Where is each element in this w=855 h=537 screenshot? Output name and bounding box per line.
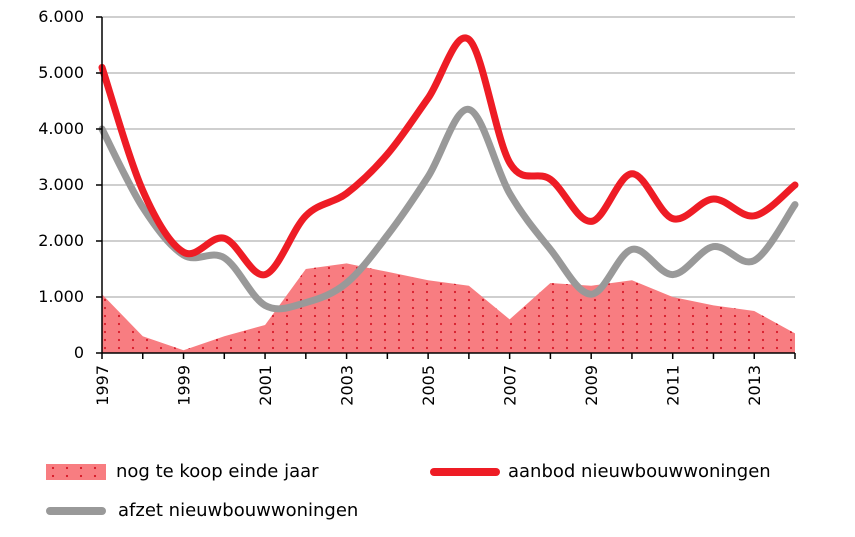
x-tick-label: 2007 xyxy=(501,365,520,406)
x-tick-label: 2005 xyxy=(419,365,438,406)
legend-swatch-aanbod xyxy=(430,467,500,476)
x-tick-label: 1999 xyxy=(175,365,194,406)
y-tick-label: 0 xyxy=(74,343,84,362)
legend-item-aanbod: aanbod nieuwbouwwoningen xyxy=(430,461,771,482)
legend-swatch-area xyxy=(46,463,106,480)
y-tick-label: 6.000 xyxy=(38,7,84,26)
legend-label-afzet: afzet nieuwbouwwoningen xyxy=(118,500,359,521)
x-tick-label: 2001 xyxy=(256,365,275,406)
x-tick-label: 2011 xyxy=(664,365,683,406)
legend-swatch-afzet xyxy=(46,506,106,515)
y-tick-label: 3.000 xyxy=(38,175,84,194)
area-series xyxy=(102,263,795,353)
y-axis-labels: 0 1.000 2.000 3.000 4.000 5.000 6.000 xyxy=(38,7,84,362)
legend-item-area: nog te koop einde jaar xyxy=(46,461,319,482)
y-tick-label: 1.000 xyxy=(38,287,84,306)
legend-item-afzet: afzet nieuwbouwwoningen xyxy=(46,500,358,521)
y-tick-label: 4.000 xyxy=(38,119,84,138)
y-tick-label: 2.000 xyxy=(38,231,84,250)
axes xyxy=(96,16,796,359)
x-tick-label: 2009 xyxy=(582,365,601,406)
area-dot-pattern xyxy=(102,263,795,353)
legend-label-area: nog te koop einde jaar xyxy=(116,461,319,482)
x-tick-label: 2003 xyxy=(338,365,357,406)
chart-canvas: 0 1.000 2.000 3.000 4.000 5.000 6.000 1997 1999… xyxy=(38,7,799,406)
y-tick-label: 5.000 xyxy=(38,63,84,82)
line-aanbod xyxy=(98,34,799,279)
line-series xyxy=(98,34,799,313)
x-axis-labels: 1997 1999 2001 2003 2005 2007 2009 2011 2013 xyxy=(93,365,764,406)
line-afzet xyxy=(98,105,799,313)
x-tick-label: 1997 xyxy=(93,365,112,406)
x-tick-label: 2013 xyxy=(745,365,764,406)
legend-label-aanbod: aanbod nieuwbouwwoningen xyxy=(508,461,771,482)
